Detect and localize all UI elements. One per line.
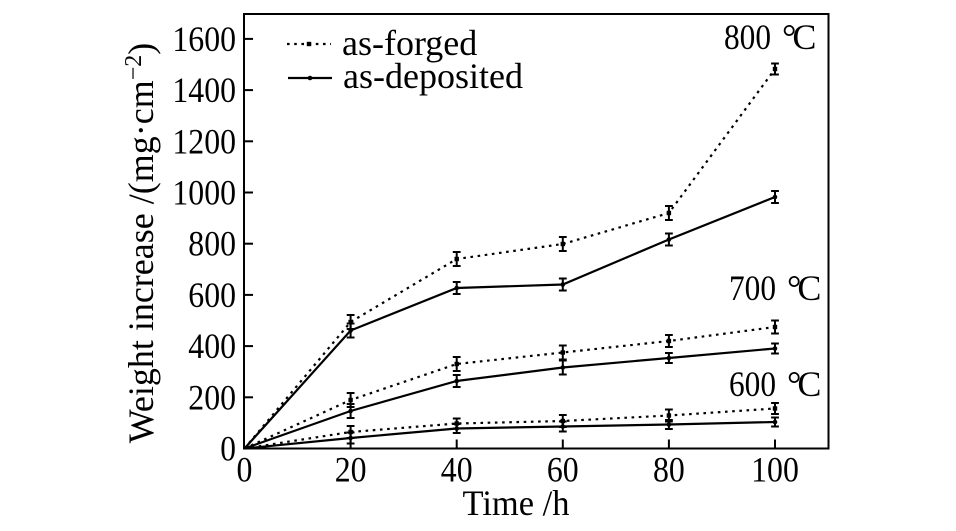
svg-text:60: 60	[547, 450, 579, 490]
svg-text:°C: °C	[787, 364, 821, 404]
svg-text:100: 100	[751, 450, 799, 490]
svg-text:as-deposited: as-deposited	[343, 56, 523, 96]
svg-text:as-forged: as-forged	[342, 23, 477, 63]
svg-text:40: 40	[441, 450, 473, 490]
svg-text:20: 20	[335, 450, 367, 490]
svg-text:0: 0	[220, 429, 236, 469]
svg-text:600: 600	[188, 275, 236, 315]
svg-text:°C: °C	[782, 17, 816, 57]
svg-text:0: 0	[237, 450, 253, 490]
svg-text:1400: 1400	[172, 70, 236, 110]
svg-text:80: 80	[653, 450, 685, 490]
svg-text:200: 200	[188, 377, 236, 417]
svg-text:Time /h: Time /h	[463, 483, 570, 523]
svg-text:1200: 1200	[172, 121, 236, 161]
svg-text:Weight increase /(mg·cm−2): Weight increase /(mg·cm−2)	[121, 43, 161, 444]
svg-text:700: 700	[729, 268, 776, 308]
svg-text:800: 800	[724, 17, 771, 57]
svg-text:1000: 1000	[172, 173, 236, 213]
svg-text:1600: 1600	[172, 19, 236, 59]
svg-text:800: 800	[188, 224, 236, 264]
svg-text:400: 400	[188, 326, 236, 366]
svg-text:600: 600	[729, 364, 776, 404]
svg-text:°C: °C	[787, 268, 821, 308]
